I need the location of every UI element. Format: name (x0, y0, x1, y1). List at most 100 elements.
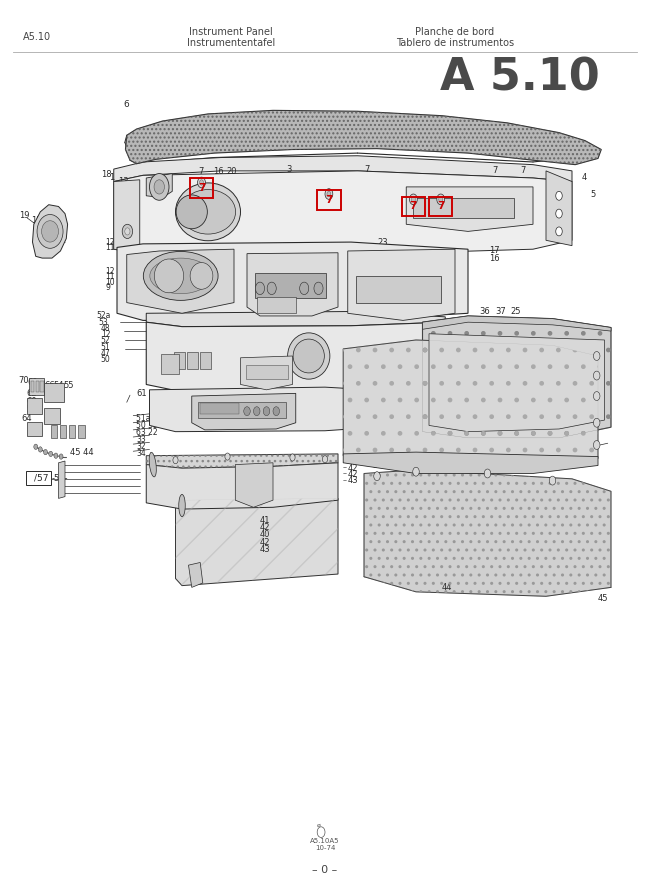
Text: 16: 16 (489, 254, 499, 263)
Circle shape (549, 476, 556, 485)
Text: 27: 27 (556, 448, 566, 457)
Polygon shape (114, 156, 572, 182)
Text: 7: 7 (437, 201, 445, 212)
Circle shape (327, 191, 331, 197)
Text: 7: 7 (520, 166, 525, 175)
Circle shape (556, 209, 562, 218)
Ellipse shape (155, 259, 183, 293)
Ellipse shape (287, 333, 330, 379)
Text: A5.10A5
10-74: A5.10A5 10-74 (310, 838, 340, 852)
FancyBboxPatch shape (257, 297, 296, 313)
Polygon shape (32, 205, 68, 258)
Text: 51a: 51a (227, 376, 243, 384)
Text: 11: 11 (105, 243, 115, 252)
Polygon shape (146, 322, 445, 392)
Text: 44: 44 (387, 461, 398, 470)
Text: 45: 45 (402, 461, 412, 470)
Text: 47: 47 (101, 349, 111, 358)
Polygon shape (343, 452, 598, 473)
Text: /57: /57 (34, 473, 48, 482)
Polygon shape (406, 187, 533, 231)
Text: 46: 46 (416, 461, 426, 470)
Text: 54: 54 (53, 381, 64, 390)
Circle shape (374, 472, 380, 481)
Text: 63 22: 63 22 (136, 428, 158, 437)
Ellipse shape (150, 452, 156, 477)
Text: 9: 9 (105, 283, 110, 292)
Circle shape (225, 453, 230, 460)
Circle shape (59, 454, 63, 459)
Circle shape (44, 449, 47, 455)
Text: 44: 44 (218, 457, 228, 465)
Text: 52: 52 (101, 336, 111, 345)
Polygon shape (146, 174, 172, 198)
Text: 6: 6 (124, 100, 129, 109)
Text: 7: 7 (364, 165, 369, 174)
Ellipse shape (144, 251, 218, 301)
Text: 21: 21 (421, 307, 432, 316)
FancyBboxPatch shape (31, 381, 34, 392)
Text: 40: 40 (260, 530, 270, 539)
Text: 7: 7 (410, 201, 417, 212)
Text: 34: 34 (136, 449, 146, 458)
Circle shape (254, 407, 260, 416)
FancyBboxPatch shape (60, 425, 66, 438)
Text: 7: 7 (493, 166, 498, 175)
Ellipse shape (42, 221, 58, 242)
Text: 51a: 51a (202, 350, 217, 359)
Text: 39: 39 (207, 457, 217, 465)
Text: 29: 29 (390, 307, 400, 316)
Text: 46: 46 (196, 457, 207, 465)
Text: 37: 37 (495, 307, 506, 316)
Polygon shape (348, 249, 455, 320)
Circle shape (198, 177, 205, 188)
FancyBboxPatch shape (78, 425, 84, 438)
Text: 67: 67 (185, 457, 196, 465)
FancyBboxPatch shape (255, 273, 326, 298)
Circle shape (314, 282, 323, 295)
FancyBboxPatch shape (69, 425, 75, 438)
Text: 50 35: 50 35 (136, 421, 159, 430)
Circle shape (556, 227, 562, 236)
Circle shape (154, 180, 164, 194)
Text: 31: 31 (406, 307, 417, 316)
Polygon shape (188, 562, 203, 587)
Text: 41: 41 (260, 516, 270, 525)
Polygon shape (58, 461, 65, 498)
Text: ø: ø (317, 822, 320, 828)
Circle shape (267, 282, 276, 295)
Text: 42: 42 (348, 470, 358, 479)
Circle shape (200, 180, 203, 185)
FancyBboxPatch shape (51, 425, 57, 438)
Text: 60: 60 (26, 397, 36, 406)
Polygon shape (429, 334, 604, 432)
Text: Planche de bord
Tablero de instrumentos: Planche de bord Tablero de instrumentos (396, 27, 514, 48)
Text: 15: 15 (31, 216, 42, 225)
FancyBboxPatch shape (27, 422, 42, 436)
Text: 70: 70 (18, 376, 29, 385)
Text: 2: 2 (221, 204, 226, 213)
Text: 8: 8 (364, 344, 369, 353)
Text: 13: 13 (118, 177, 129, 186)
Text: 12: 12 (105, 238, 115, 247)
Polygon shape (146, 454, 338, 468)
Text: 42: 42 (260, 523, 270, 532)
Text: 25: 25 (510, 307, 521, 316)
Ellipse shape (176, 183, 240, 240)
Circle shape (593, 441, 600, 449)
Circle shape (255, 282, 265, 295)
Text: 42: 42 (260, 538, 270, 546)
Circle shape (325, 189, 333, 199)
Polygon shape (343, 340, 598, 467)
FancyBboxPatch shape (27, 398, 42, 414)
Text: 64: 64 (21, 414, 32, 423)
Circle shape (593, 418, 600, 427)
Text: 20: 20 (226, 167, 237, 176)
Circle shape (410, 194, 417, 205)
FancyBboxPatch shape (200, 403, 239, 414)
Text: 17: 17 (489, 247, 499, 255)
Text: 7: 7 (325, 195, 333, 206)
Circle shape (413, 467, 419, 476)
Circle shape (150, 174, 169, 200)
Ellipse shape (37, 214, 63, 248)
